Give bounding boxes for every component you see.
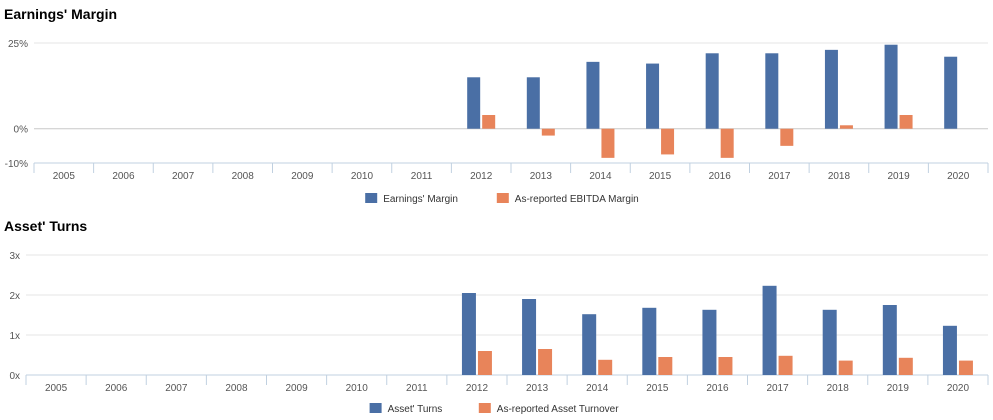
- x-tick-label: 2010: [346, 383, 369, 394]
- x-tick-label: 2006: [112, 171, 135, 182]
- bar[interactable]: [598, 359, 613, 375]
- x-tick-label: 2012: [466, 383, 489, 394]
- bar[interactable]: [838, 360, 853, 375]
- bar[interactable]: [944, 56, 958, 129]
- x-tick-label: 2020: [947, 171, 970, 182]
- x-tick-label: 2010: [351, 171, 374, 182]
- y-tick-label: 3x: [9, 251, 20, 262]
- y-tick-label: 0x: [9, 371, 20, 382]
- legend-label[interactable]: As-reported EBITDA Margin: [515, 194, 639, 205]
- bar[interactable]: [778, 355, 793, 375]
- x-tick-label: 2018: [828, 171, 851, 182]
- legend-label[interactable]: Earnings' Margin: [383, 194, 458, 205]
- bar[interactable]: [898, 357, 913, 375]
- y-tick-label: 25%: [8, 39, 28, 50]
- bar[interactable]: [702, 309, 717, 375]
- x-tick-label: 2020: [947, 383, 970, 394]
- x-tick-label: 2013: [526, 383, 549, 394]
- bar[interactable]: [839, 125, 853, 129]
- bar[interactable]: [522, 299, 537, 375]
- asset-turns-plot: 0x 1x 2x 3x 2005 2006 2007 2008 2009 2010 2011 2012…: [9, 251, 989, 415]
- x-tick-label: 2005: [45, 383, 68, 394]
- x-tick-label: 2008: [232, 171, 255, 182]
- bar[interactable]: [882, 305, 897, 375]
- bar[interactable]: [942, 325, 957, 375]
- x-tick-label: 2014: [589, 171, 612, 182]
- bar[interactable]: [477, 351, 492, 375]
- x-tick-label: 2017: [768, 171, 791, 182]
- legend-swatch: [369, 403, 382, 413]
- bar[interactable]: [718, 357, 733, 375]
- legend-label[interactable]: As-reported Asset Turnover: [497, 404, 619, 415]
- bar[interactable]: [541, 128, 555, 136]
- legend-swatch: [496, 193, 509, 203]
- x-tick-label: 2016: [706, 383, 729, 394]
- bar[interactable]: [582, 314, 597, 375]
- bar[interactable]: [762, 285, 777, 375]
- chart-title: Earnings' Margin: [4, 6, 118, 22]
- bar[interactable]: [822, 309, 837, 375]
- bar[interactable]: [958, 360, 973, 375]
- bar[interactable]: [601, 128, 615, 158]
- legend-label[interactable]: Asset' Turns: [388, 404, 443, 415]
- bar[interactable]: [586, 61, 600, 129]
- y-tick-label: 2x: [9, 291, 20, 302]
- x-tick-label: 2019: [887, 171, 910, 182]
- x-tick-label: 2019: [887, 383, 910, 394]
- x-tick-label: 2006: [105, 383, 128, 394]
- y-tick-label: -10%: [5, 159, 28, 170]
- bar[interactable]: [538, 349, 553, 375]
- bar[interactable]: [482, 115, 496, 129]
- bar[interactable]: [720, 128, 734, 158]
- bar[interactable]: [467, 77, 481, 129]
- bar[interactable]: [705, 53, 719, 129]
- bar[interactable]: [646, 63, 660, 129]
- bar[interactable]: [658, 357, 673, 375]
- bar[interactable]: [780, 128, 794, 146]
- earnings-margin-plot: -10% 0% 25% 2005 2006 2007 2008 2009 2010 2011 201…: [5, 39, 989, 205]
- bar[interactable]: [642, 307, 657, 375]
- x-tick-label: 2007: [165, 383, 188, 394]
- x-tick-label: 2014: [586, 383, 609, 394]
- x-tick-label: 2016: [709, 171, 732, 182]
- chart-title: Asset' Turns: [4, 218, 88, 234]
- x-tick-label: 2012: [470, 171, 493, 182]
- bar[interactable]: [526, 77, 540, 129]
- x-tick-label: 2017: [766, 383, 789, 394]
- bar[interactable]: [461, 293, 476, 375]
- x-tick-label: 2011: [406, 383, 428, 394]
- y-tick-label: 0%: [14, 125, 29, 136]
- bar[interactable]: [884, 44, 898, 129]
- x-tick-label: 2013: [530, 171, 553, 182]
- x-tick-label: 2018: [827, 383, 850, 394]
- x-tick-label: 2008: [225, 383, 248, 394]
- x-tick-label: 2009: [285, 383, 308, 394]
- bar[interactable]: [765, 53, 779, 129]
- bar[interactable]: [824, 49, 838, 129]
- bar[interactable]: [899, 115, 913, 129]
- legend-swatch: [365, 193, 378, 203]
- y-tick-label: 1x: [9, 331, 20, 342]
- x-tick-label: 2015: [649, 171, 672, 182]
- x-tick-label: 2009: [291, 171, 314, 182]
- x-tick-label: 2007: [172, 171, 195, 182]
- legend-swatch: [478, 403, 491, 413]
- x-tick-label: 2015: [646, 383, 669, 394]
- bar[interactable]: [661, 128, 675, 155]
- x-tick-label: 2005: [53, 171, 76, 182]
- x-tick-label: 2011: [411, 171, 433, 182]
